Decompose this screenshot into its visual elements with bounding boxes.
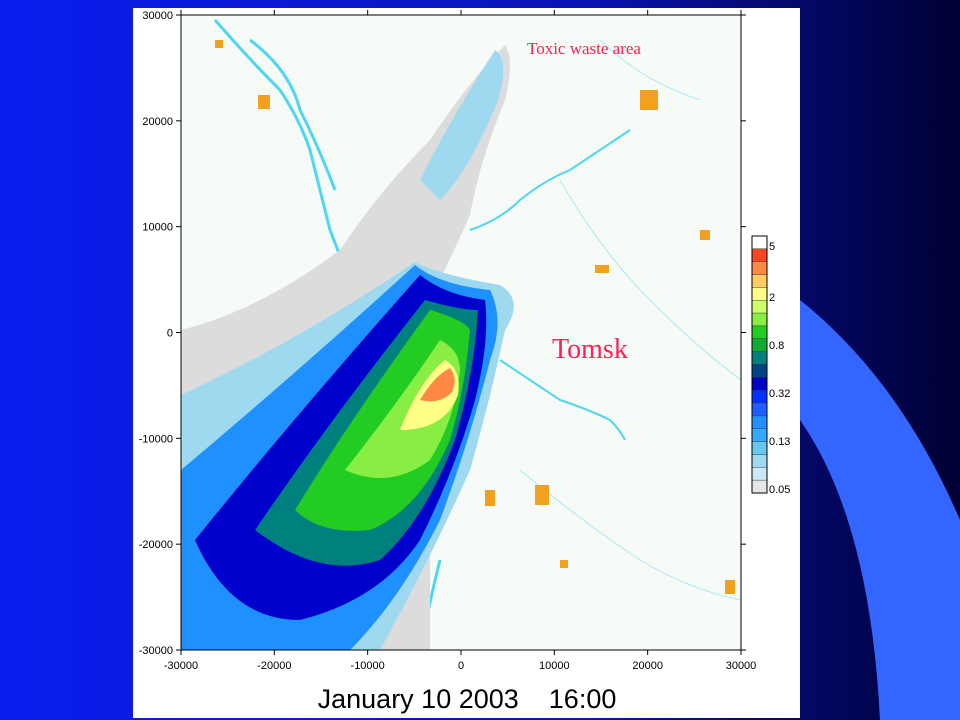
slide-decoration	[800, 300, 960, 720]
y-tick-label: 0	[167, 328, 173, 340]
legend-label: 5	[769, 241, 775, 253]
legend-swatch	[751, 454, 768, 468]
x-tick-label: 30000	[726, 660, 757, 672]
x-tick-label: -10000	[351, 660, 385, 672]
legend-swatch	[751, 274, 768, 288]
legend-swatch	[751, 415, 768, 429]
legend-swatch	[751, 312, 768, 327]
x-tick-label: 0	[458, 660, 464, 672]
legend-swatch	[751, 479, 768, 494]
legend-swatch	[751, 300, 768, 314]
legend-swatch	[751, 287, 768, 301]
annotation: Toxic waste area	[527, 39, 641, 58]
river	[469, 129, 631, 231]
legend-label: 0.13	[769, 436, 790, 448]
legend-swatch	[751, 325, 768, 340]
y-tick-label: 20000	[142, 116, 173, 128]
legend-swatch	[751, 261, 768, 275]
annotation: Tomsk	[552, 334, 628, 365]
x-tick-label: -30000	[164, 660, 198, 672]
y-tick-label: -30000	[139, 645, 173, 657]
rivers	[213, 19, 631, 650]
legend-swatch	[751, 390, 768, 404]
legend-swatch	[751, 467, 768, 481]
legend-swatch	[751, 377, 768, 391]
legend-swatch	[751, 364, 768, 378]
settlements	[215, 40, 735, 594]
y-tick-label: -20000	[139, 539, 173, 551]
x-tick-label: 10000	[539, 660, 570, 672]
y-tick-label: -10000	[139, 433, 173, 445]
y-tick-label: 10000	[142, 222, 173, 234]
x-tick-label: 20000	[632, 660, 663, 672]
x-tick-label: -20000	[257, 660, 291, 672]
streams	[519, 39, 741, 601]
legend: 5 2 0.8 0.32 0.13 0.05	[751, 235, 790, 496]
river	[499, 359, 626, 441]
legend-label: 0.32	[769, 388, 790, 400]
plume-light-blue	[420, 50, 504, 200]
map-area	[181, 15, 741, 650]
caption: January 10 2003 16:00	[318, 684, 617, 714]
legend-swatch	[751, 441, 768, 455]
legend-swatch	[751, 428, 768, 442]
legend-swatch	[751, 338, 768, 352]
legend-label: 0.8	[769, 340, 784, 352]
legend-swatch	[751, 248, 768, 262]
legend-label: 2	[769, 292, 775, 304]
legend-swatch	[751, 235, 768, 250]
legend-label: 0.05	[769, 484, 790, 496]
plume-orange	[420, 368, 455, 402]
river	[249, 38, 337, 191]
legend-swatch	[751, 351, 768, 365]
legend-swatch	[751, 402, 768, 417]
river	[213, 19, 362, 301]
legend-frame	[751, 235, 768, 494]
y-tick-label: 30000	[142, 10, 173, 22]
